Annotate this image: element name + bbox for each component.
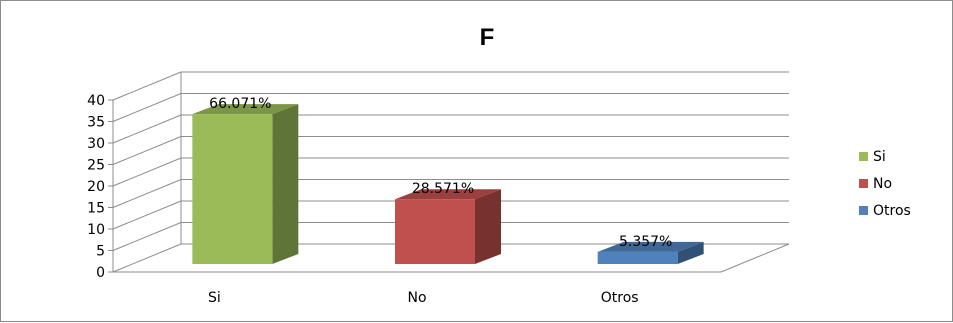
legend-entry-otros: Otros (873, 203, 911, 219)
bars (192, 104, 704, 265)
y-tick-label: 10 (87, 222, 105, 238)
y-tick-label: 0 (96, 265, 105, 281)
legend-swatch-no (859, 179, 868, 188)
bar-front-face (597, 251, 678, 264)
legend-entry-no: No (873, 176, 892, 192)
y-axis-ticks: 0 5 10 15 20 25 30 35 40 (87, 93, 113, 281)
side-gridline (112, 114, 182, 144)
side-gridline (112, 179, 182, 208)
bar-top-face (395, 189, 501, 200)
side-gridline (112, 71, 182, 101)
legend-swatch-otros (859, 206, 868, 215)
floor-right-edge (720, 243, 790, 273)
y-tick-label: 15 (87, 201, 105, 217)
side-gridline (112, 222, 182, 251)
data-labels: 66.071% 28.571% 5.357% (209, 96, 672, 250)
legend-swatch-si (859, 152, 868, 161)
y-tick-label: 25 (87, 158, 105, 174)
side-gridline (112, 243, 182, 273)
category-label-no: No (407, 290, 426, 306)
x-axis-categories: Si No Otros (208, 290, 639, 306)
y-tick-label: 30 (87, 136, 105, 152)
y-tick-label: 5 (96, 244, 105, 260)
data-label-otros: 5.357% (619, 234, 672, 250)
bar-front-face (395, 199, 475, 264)
bar-side-face (272, 104, 299, 265)
y-tick-label: 35 (87, 115, 105, 131)
side-gridline (112, 200, 182, 230)
legend: Si No Otros (859, 149, 911, 219)
bar-side-face (475, 189, 501, 264)
side-gridline (112, 93, 182, 122)
data-label-no: 28.571% (412, 181, 474, 197)
data-label-si: 66.071% (209, 96, 271, 112)
y-tick-label: 20 (87, 179, 105, 195)
bar-si (192, 104, 299, 265)
category-label-otros: Otros (601, 290, 639, 306)
bar-top-face (597, 241, 704, 252)
category-label-si: Si (208, 290, 221, 306)
side-gridline (112, 136, 182, 165)
chart-title: F (480, 24, 495, 51)
y-tick-label: 40 (87, 93, 105, 109)
bar-front-face (192, 114, 273, 265)
side-gridline (112, 157, 182, 187)
bar-otros (597, 241, 704, 264)
bar-top-face (192, 104, 299, 115)
legend-entry-si: Si (873, 149, 886, 165)
bar-no (395, 189, 501, 264)
bar-side-face (677, 241, 704, 264)
